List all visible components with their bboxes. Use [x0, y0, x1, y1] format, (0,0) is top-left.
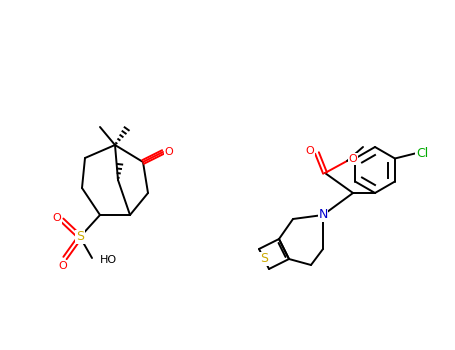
- Text: O: O: [59, 261, 67, 271]
- Text: Cl: Cl: [416, 147, 428, 160]
- Text: S: S: [260, 252, 268, 266]
- Text: O: O: [306, 146, 314, 156]
- Text: O: O: [349, 154, 357, 164]
- Text: HO: HO: [100, 255, 117, 265]
- Text: S: S: [76, 231, 84, 244]
- Text: O: O: [53, 213, 61, 223]
- Text: N: N: [318, 209, 328, 222]
- Text: O: O: [165, 147, 173, 157]
